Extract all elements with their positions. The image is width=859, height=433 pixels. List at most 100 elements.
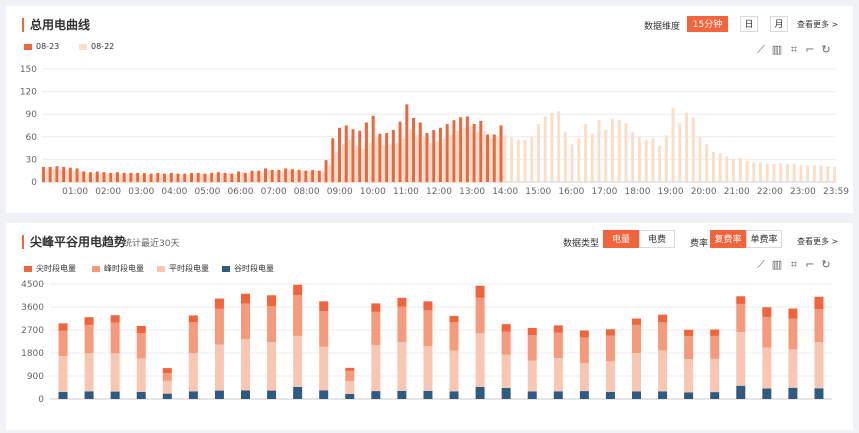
view-more-link[interactable]: 查看更多 > — [797, 237, 839, 246]
bar-08-22-75 — [550, 112, 554, 182]
bar-08-22-18 — [166, 174, 170, 182]
bar-chart-icon[interactable]: ▥ — [771, 258, 783, 271]
bar-平时段电量-23 — [658, 350, 668, 392]
bar-08-22-12 — [126, 173, 130, 182]
bar-峰时段电量-18 — [527, 335, 537, 361]
bar-08-23-26 — [216, 172, 220, 182]
bar-尖时段电量-28 — [788, 308, 798, 319]
bar-08-22-84 — [610, 118, 614, 182]
bar-08-22-55 — [415, 135, 419, 182]
bar-08-22-48 — [368, 142, 372, 182]
bar-08-23-20 — [176, 173, 180, 182]
bar-峰时段电量-13 — [397, 306, 407, 343]
refresh-icon[interactable]: ↻ — [821, 258, 831, 271]
bar-08-22-10 — [113, 173, 117, 182]
bar-08-23-58 — [432, 130, 436, 182]
bar-08-22-95 — [685, 112, 689, 182]
bar-08-22-97 — [698, 136, 702, 182]
bar-平时段电量-27 — [762, 347, 772, 389]
granularity-month-button[interactable]: 月 — [770, 16, 788, 32]
crop-icon[interactable]: ⌗ — [790, 43, 798, 56]
bar-08-22-46 — [355, 145, 359, 182]
bar-08-23-23 — [196, 172, 200, 182]
bar-08-22-78 — [570, 144, 574, 182]
type-cost-button[interactable]: 电费 — [639, 230, 675, 248]
bar-08-22-67 — [496, 136, 500, 182]
bar-08-23-13 — [129, 172, 133, 182]
bar-08-22-102 — [732, 159, 736, 182]
bar-08-23-40 — [311, 169, 315, 182]
legend-swatch — [79, 43, 87, 50]
bar-chart-icon[interactable]: ▥ — [771, 43, 783, 56]
bar-08-22-40 — [314, 170, 318, 182]
legend-high[interactable]: 峰时段电量 — [92, 263, 144, 274]
bar-峰时段电量-28 — [788, 318, 798, 350]
granularity-15min-button[interactable]: 15分钟 — [687, 16, 728, 32]
bar-峰时段电量-14 — [423, 310, 433, 347]
panel-title: 总用电曲线 — [22, 18, 90, 32]
y-tick-label: 150 — [20, 65, 37, 75]
bar-08-23-50 — [378, 133, 382, 182]
granularity-day-button[interactable]: 日 — [740, 16, 758, 32]
bar-08-22-101 — [725, 156, 729, 182]
bar-08-22-92 — [664, 135, 668, 182]
bar-峰时段电量-1 — [84, 324, 94, 353]
bar-谷时段电量-9 — [293, 386, 303, 399]
y-tick-label: 0 — [38, 395, 44, 405]
bar-08-22-59 — [442, 138, 446, 182]
bar-08-22-57 — [429, 142, 433, 182]
legend-flat[interactable]: 平时段电量 — [157, 263, 209, 274]
bar-峰时段电量-27 — [762, 316, 772, 348]
bar-08-23-1 — [48, 166, 52, 182]
bar-08-22-56 — [422, 136, 426, 182]
bar-08-22-31 — [254, 171, 258, 182]
bar-尖时段电量-22 — [632, 318, 641, 325]
bar-08-22-0 — [45, 168, 49, 182]
legend-0822[interactable]: 08-22 — [79, 42, 114, 51]
bar-尖时段电量-12 — [371, 303, 381, 312]
legend-peak[interactable]: 尖时段电量 — [24, 263, 76, 274]
crop-icon[interactable]: ⌗ — [790, 258, 798, 271]
y-tick-label: 0 — [31, 178, 37, 188]
crop-reset-icon[interactable]: ⌐ — [805, 43, 815, 56]
type-energy-button[interactable]: 电量 — [603, 230, 639, 248]
bar-平时段电量-2 — [110, 353, 120, 392]
bar-08-22-24 — [207, 174, 211, 182]
bar-谷时段电量-29 — [814, 388, 824, 399]
bar-谷时段电量-10 — [319, 390, 329, 399]
bar-08-23-22 — [189, 172, 193, 182]
legend-valley[interactable]: 谷时段电量 — [222, 263, 274, 274]
legend-label: 尖时段电量 — [36, 264, 76, 273]
bar-08-22-83 — [604, 130, 608, 182]
bar-08-22-61 — [456, 130, 460, 182]
bar-谷时段电量-23 — [658, 391, 668, 399]
bar-08-22-39 — [308, 171, 312, 182]
panel-title: 尖峰平谷用电趋势 — [22, 235, 126, 249]
rate-multi-button[interactable]: 复费率 — [710, 230, 746, 248]
bar-08-22-105 — [752, 162, 756, 182]
bar-谷时段电量-13 — [397, 390, 407, 399]
bar-平时段电量-25 — [710, 358, 720, 393]
bar-平时段电量-7 — [241, 339, 250, 391]
x-tick-label: 02:00 — [95, 187, 121, 197]
bar-08-23-54 — [405, 104, 409, 182]
legend-0823[interactable]: 08-23 — [24, 42, 59, 51]
rate-single-button[interactable]: 单费率 — [746, 230, 782, 248]
line-chart-icon[interactable]: ⟋ — [757, 258, 765, 271]
bar-08-22-108 — [772, 163, 776, 182]
bar-08-22-37 — [294, 169, 298, 182]
bar-08-22-72 — [530, 137, 534, 182]
bar-08-23-30 — [243, 172, 247, 182]
bar-08-23-44 — [338, 127, 342, 182]
view-more-link[interactable]: 查看更多 > — [797, 20, 839, 29]
bar-08-23-10 — [109, 172, 113, 182]
bar-谷时段电量-25 — [710, 392, 720, 399]
crop-reset-icon[interactable]: ⌐ — [805, 258, 815, 271]
line-chart-icon[interactable]: ⟋ — [757, 43, 765, 56]
bar-08-22-74 — [543, 116, 547, 182]
data-type-label: 数据类型 — [563, 239, 600, 249]
bar-08-22-22 — [193, 173, 197, 182]
bar-峰时段电量-6 — [214, 308, 224, 345]
refresh-icon[interactable]: ↻ — [821, 43, 831, 56]
bar-08-22-70 — [516, 139, 520, 182]
